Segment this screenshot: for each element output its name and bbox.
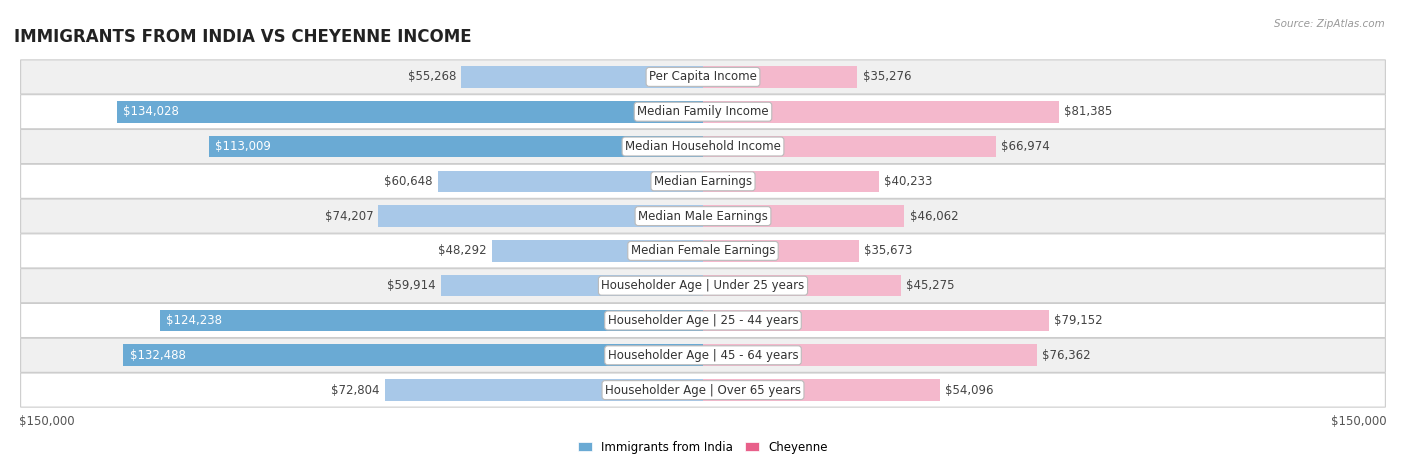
Bar [703,275,901,297]
Bar [378,205,703,227]
Text: Source: ZipAtlas.com: Source: ZipAtlas.com [1274,19,1385,28]
FancyBboxPatch shape [21,269,1385,303]
Text: $72,804: $72,804 [330,383,380,396]
Text: $74,207: $74,207 [325,210,373,223]
Bar [703,170,879,192]
Text: $81,385: $81,385 [1064,105,1112,118]
Text: $46,062: $46,062 [910,210,959,223]
Bar [703,66,858,88]
FancyBboxPatch shape [21,60,1385,94]
Bar [437,170,703,192]
Bar [159,310,703,331]
Text: Householder Age | 45 - 64 years: Householder Age | 45 - 64 years [607,349,799,362]
Text: $113,009: $113,009 [215,140,271,153]
Text: IMMIGRANTS FROM INDIA VS CHEYENNE INCOME: IMMIGRANTS FROM INDIA VS CHEYENNE INCOME [14,28,471,46]
Text: $59,914: $59,914 [387,279,436,292]
FancyBboxPatch shape [21,129,1385,163]
Bar [703,136,995,157]
Bar [441,275,703,297]
Text: $40,233: $40,233 [884,175,932,188]
Text: Per Capita Income: Per Capita Income [650,71,756,84]
Bar [703,101,1059,122]
Text: $55,268: $55,268 [408,71,456,84]
Bar [461,66,703,88]
Text: $48,292: $48,292 [437,244,486,257]
Bar [703,345,1038,366]
Text: $124,238: $124,238 [166,314,222,327]
FancyBboxPatch shape [21,304,1385,338]
Text: $79,152: $79,152 [1054,314,1104,327]
Bar [703,310,1049,331]
Text: $35,276: $35,276 [862,71,911,84]
Text: $45,275: $45,275 [907,279,955,292]
Bar [703,379,939,401]
FancyBboxPatch shape [21,199,1385,233]
Bar [117,101,703,122]
FancyBboxPatch shape [21,338,1385,372]
Text: Median Earnings: Median Earnings [654,175,752,188]
Text: $66,974: $66,974 [1001,140,1050,153]
Legend: Immigrants from India, Cheyenne: Immigrants from India, Cheyenne [574,436,832,458]
Bar [384,379,703,401]
Text: $132,488: $132,488 [129,349,186,362]
Text: Median Female Earnings: Median Female Earnings [631,244,775,257]
FancyBboxPatch shape [21,234,1385,268]
Text: Householder Age | Under 25 years: Householder Age | Under 25 years [602,279,804,292]
Text: Median Family Income: Median Family Income [637,105,769,118]
Text: $76,362: $76,362 [1042,349,1091,362]
Text: $134,028: $134,028 [124,105,179,118]
Bar [703,205,904,227]
Text: Householder Age | Over 65 years: Householder Age | Over 65 years [605,383,801,396]
Bar [124,345,703,366]
FancyBboxPatch shape [21,164,1385,198]
Bar [492,240,703,262]
Text: $35,673: $35,673 [865,244,912,257]
Text: Householder Age | 25 - 44 years: Householder Age | 25 - 44 years [607,314,799,327]
Bar [208,136,703,157]
Bar [703,240,859,262]
Text: Median Household Income: Median Household Income [626,140,780,153]
Text: $60,648: $60,648 [384,175,433,188]
Text: Median Male Earnings: Median Male Earnings [638,210,768,223]
FancyBboxPatch shape [21,95,1385,129]
Text: $54,096: $54,096 [945,383,994,396]
FancyBboxPatch shape [21,373,1385,407]
